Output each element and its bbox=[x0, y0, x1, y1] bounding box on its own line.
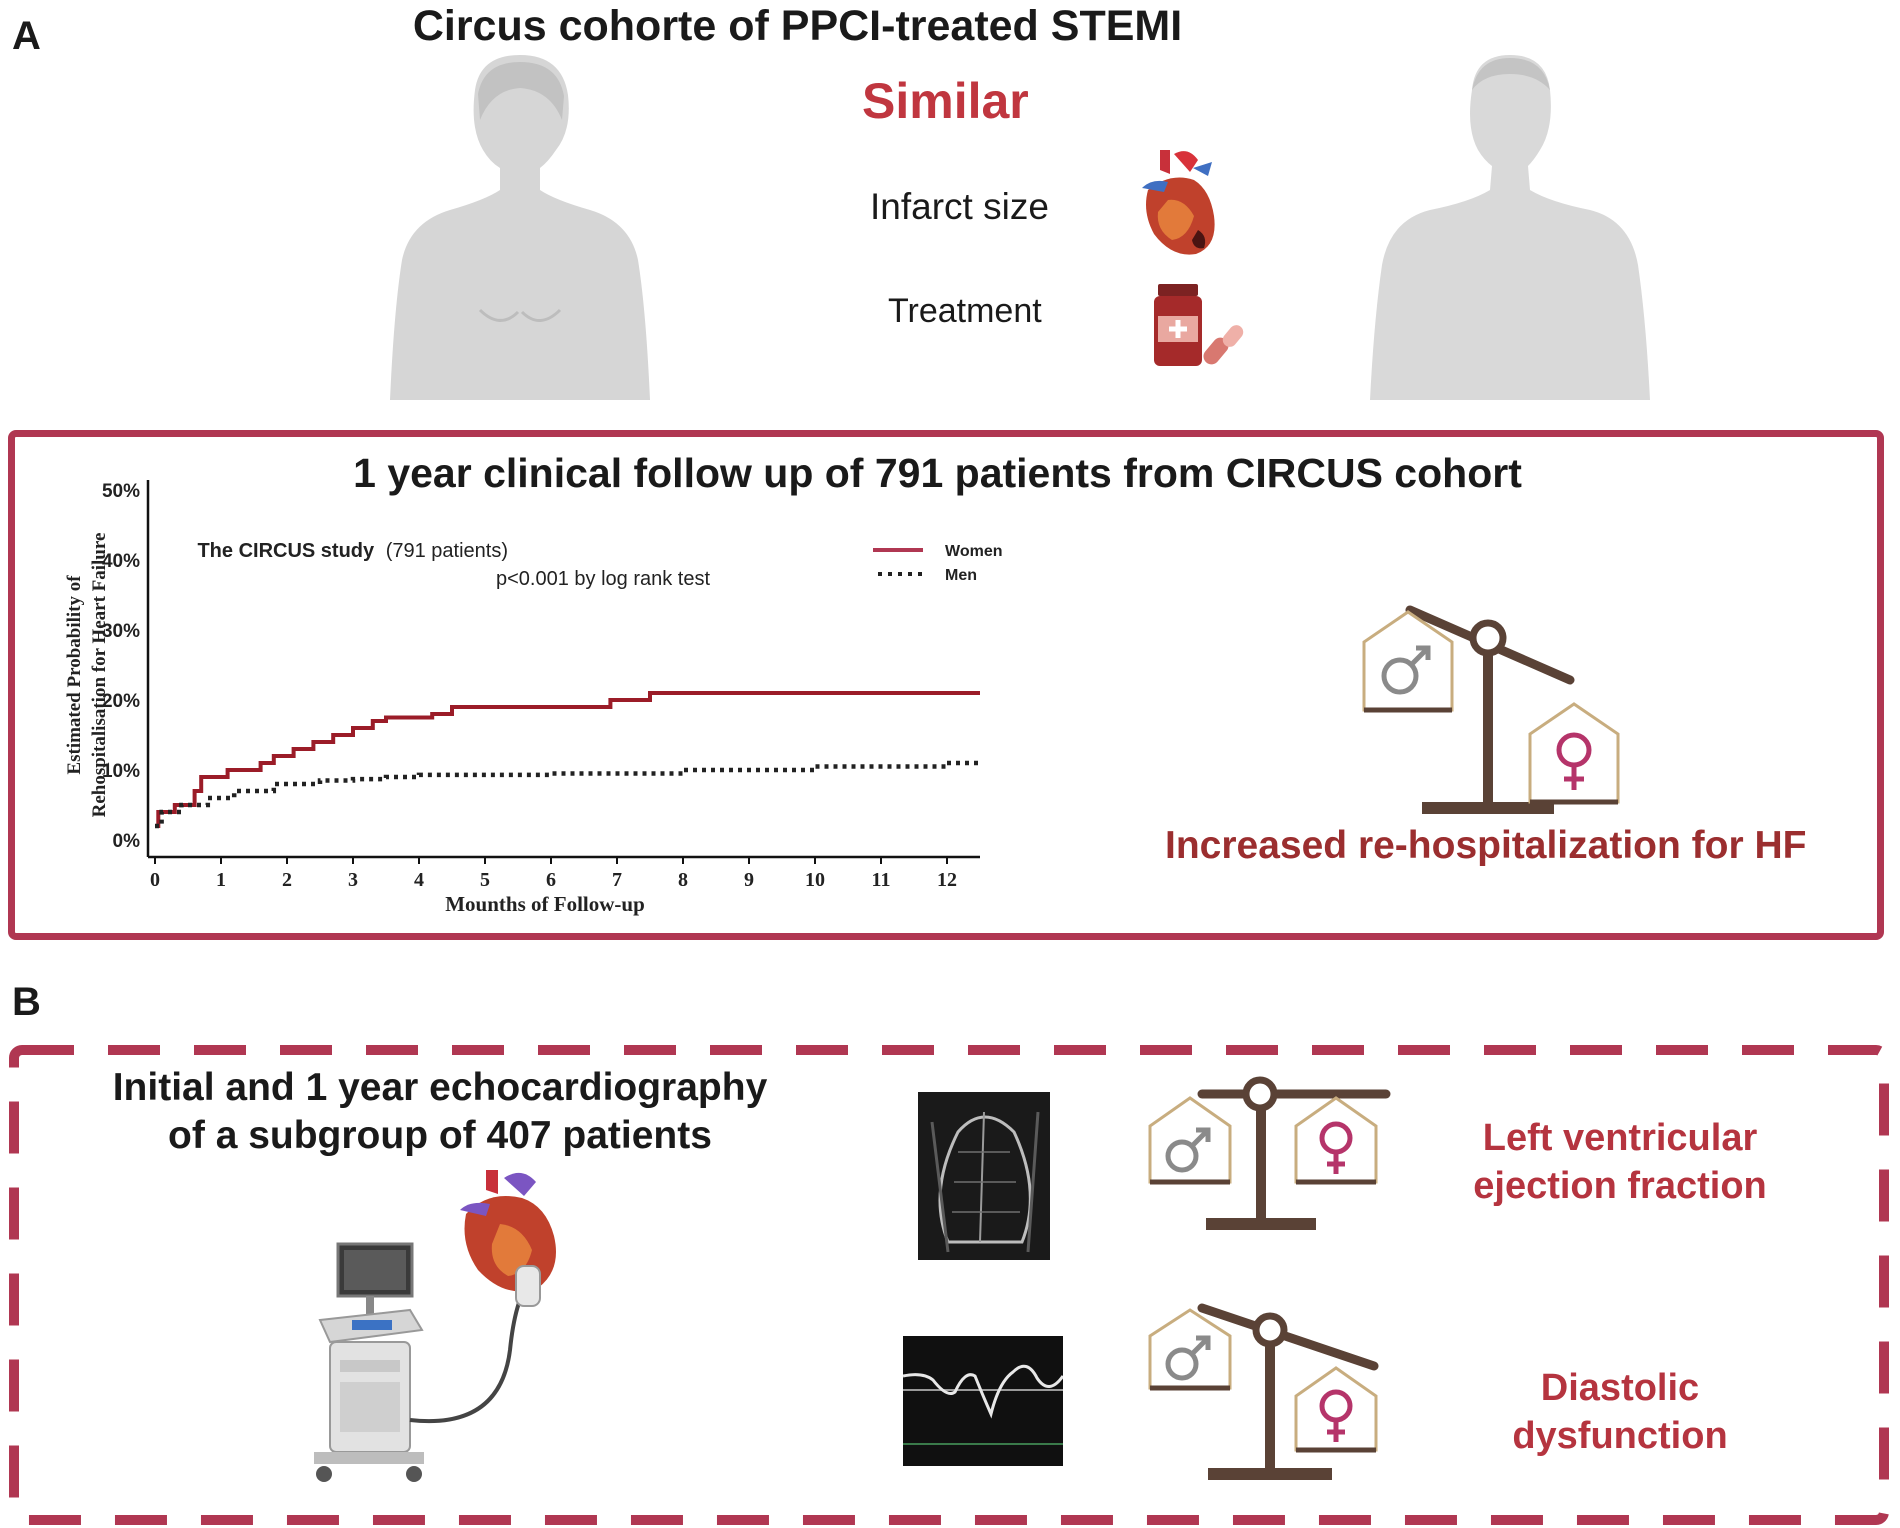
x-tick-label: 11 bbox=[872, 869, 891, 891]
y-axis-label-line1: Estimated Probability of bbox=[64, 575, 85, 775]
male-house-icon bbox=[1148, 1308, 1232, 1391]
female-house-icon bbox=[1294, 1366, 1378, 1453]
balance-scale-diastolic-icon bbox=[1148, 1303, 1379, 1480]
y-tick-label: 0% bbox=[113, 831, 141, 852]
male-house-icon bbox=[1362, 610, 1454, 713]
infarct-size-label: Infarct size bbox=[870, 186, 1049, 227]
y-tick-label: 30% bbox=[102, 621, 140, 642]
echo-subgroup-box bbox=[9, 1045, 1889, 1525]
x-tick-label: 12 bbox=[937, 869, 957, 891]
x-tick-label: 7 bbox=[612, 869, 622, 891]
echo-title-line1: Initial and 1 year echocardiography bbox=[112, 1066, 768, 1109]
legend-pvalue: p<0.001 by log rank test bbox=[496, 568, 710, 590]
chart-legend: The CIRCUS study (791 patients) p<0.001 … bbox=[197, 540, 1002, 590]
man-silhouette-icon bbox=[1370, 55, 1650, 400]
legend-study-detail: (791 patients) bbox=[386, 540, 508, 562]
y-tick-label: 40% bbox=[102, 551, 140, 572]
result-diastolic-line2: dysfunction bbox=[1512, 1415, 1728, 1457]
rehospitalization-chart: Estimated Probability of Rehospitalisati… bbox=[64, 480, 1002, 916]
echo-subgroup-title: Initial and 1 year echocardiography of a… bbox=[100, 1064, 780, 1160]
male-house-icon bbox=[1148, 1096, 1232, 1185]
woman-silhouette-icon bbox=[390, 55, 650, 400]
ultrasound-heart-icon bbox=[460, 1170, 556, 1292]
y-tick-label: 20% bbox=[102, 691, 140, 712]
result-lvef-line1: Left ventricular bbox=[1482, 1117, 1758, 1159]
legend-men-label: Men bbox=[945, 567, 977, 584]
followup-box bbox=[8, 430, 1884, 940]
result-diastolic-line1: Diastolic bbox=[1540, 1367, 1700, 1409]
x-tick-label: 5 bbox=[480, 869, 490, 891]
balance-scale-icon bbox=[1362, 605, 1620, 814]
female-house-icon bbox=[1294, 1096, 1378, 1185]
y-axis-label: Estimated Probability of Rehospitalisati… bbox=[64, 533, 110, 818]
svg-text:The CIRCUS study (791 pa: The CIRCUS study (791 patients) bbox=[197, 540, 508, 562]
result-rehospitalization: Increased re-hospitalization for HF bbox=[1165, 824, 1807, 867]
x-tick-label: 6 bbox=[546, 869, 556, 891]
x-tick-label: 8 bbox=[678, 869, 688, 891]
result-lvef-line2: ejection fraction bbox=[1473, 1165, 1767, 1207]
panel-b-letter: B bbox=[12, 980, 41, 1024]
x-tick-label: 0 bbox=[150, 869, 160, 891]
x-tick-label: 1 bbox=[216, 869, 226, 891]
y-axis-label-line2: Rehospitalisation for Heart Failure bbox=[89, 533, 110, 818]
result-diastolic: Diastolic dysfunction bbox=[1420, 1364, 1820, 1460]
x-tick-label: 2 bbox=[282, 869, 292, 891]
panel-a-letter: A bbox=[12, 14, 41, 58]
followup-title: 1 year clinical follow up of 791 patient… bbox=[353, 450, 1522, 496]
treatment-label: Treatment bbox=[888, 292, 1042, 330]
similar-label: Similar bbox=[862, 73, 1029, 129]
heart-icon bbox=[1142, 150, 1215, 255]
female-house-icon bbox=[1528, 702, 1620, 805]
x-axis-label: Mounths of Follow-up bbox=[445, 892, 645, 916]
x-tick-label: 9 bbox=[744, 869, 754, 891]
y-tick-label: 10% bbox=[102, 761, 140, 782]
medication-icon bbox=[1154, 284, 1244, 366]
echo-title-line2: of a subgroup of 407 patients bbox=[168, 1114, 712, 1157]
echo-4chamber-image bbox=[918, 1092, 1050, 1260]
legend-women-label: Women bbox=[945, 543, 1002, 560]
panel-a-title: Circus cohorte of PPCI-treated STEMI bbox=[412, 2, 1183, 50]
series-men-line bbox=[155, 760, 983, 829]
doppler-image bbox=[903, 1336, 1063, 1466]
x-tick-label: 3 bbox=[348, 869, 358, 891]
ultrasound-machine-icon bbox=[314, 1170, 556, 1482]
balance-scale-lvef-icon bbox=[1148, 1076, 1391, 1230]
x-tick-label: 10 bbox=[805, 869, 825, 891]
series-women-line bbox=[155, 691, 980, 828]
result-lvef: Left ventricular ejection fraction bbox=[1420, 1114, 1820, 1210]
legend-study-name: The CIRCUS study bbox=[197, 540, 375, 562]
x-tick-label: 4 bbox=[414, 869, 424, 891]
y-tick-label: 50% bbox=[102, 481, 140, 502]
